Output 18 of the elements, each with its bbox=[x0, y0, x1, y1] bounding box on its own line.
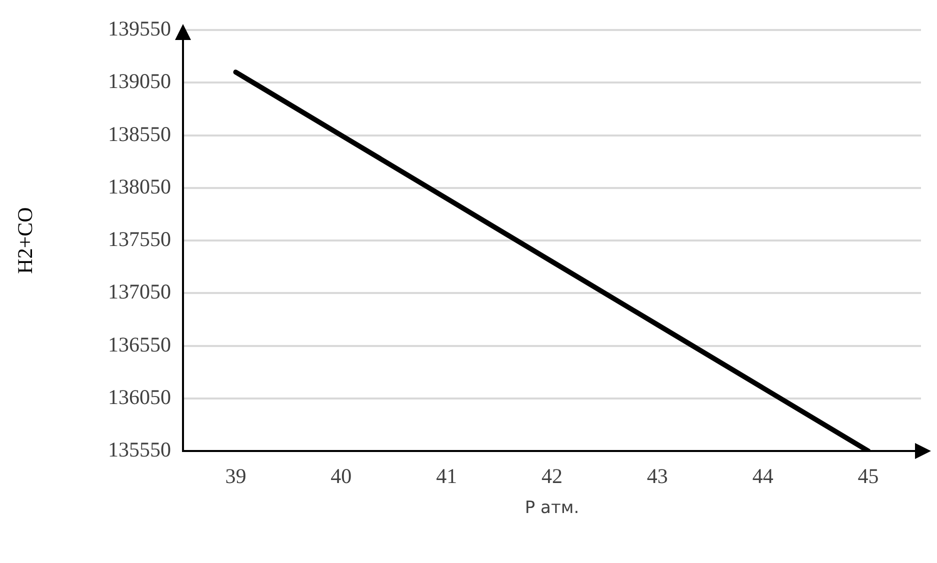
y-tick-label: 136550 bbox=[108, 332, 171, 356]
y-tick-label: 138550 bbox=[108, 122, 171, 146]
x-tick-label: 40 bbox=[330, 464, 352, 488]
x-tick-label: 39 bbox=[225, 464, 246, 488]
y-tick-label: 138050 bbox=[108, 174, 171, 198]
y-axis-title: H2+CO bbox=[13, 207, 38, 274]
x-tick-label: 41 bbox=[436, 464, 458, 488]
y-tick-label: 139050 bbox=[108, 69, 171, 94]
y-tick-label: 137050 bbox=[108, 280, 171, 304]
y-tick-label: 137550 bbox=[108, 227, 171, 252]
x-tick-label: 43 bbox=[646, 464, 668, 488]
x-tick-label: 42 bbox=[542, 464, 562, 488]
x-tick-label: 45 bbox=[858, 464, 879, 488]
y-tick-label: 139550 bbox=[108, 16, 171, 41]
y-tick-label: 135550 bbox=[108, 438, 171, 462]
y-tick-label: 136050 bbox=[108, 384, 171, 409]
x-axis-title: P атм. bbox=[524, 498, 580, 518]
x-tick-label: 44 bbox=[752, 464, 774, 488]
